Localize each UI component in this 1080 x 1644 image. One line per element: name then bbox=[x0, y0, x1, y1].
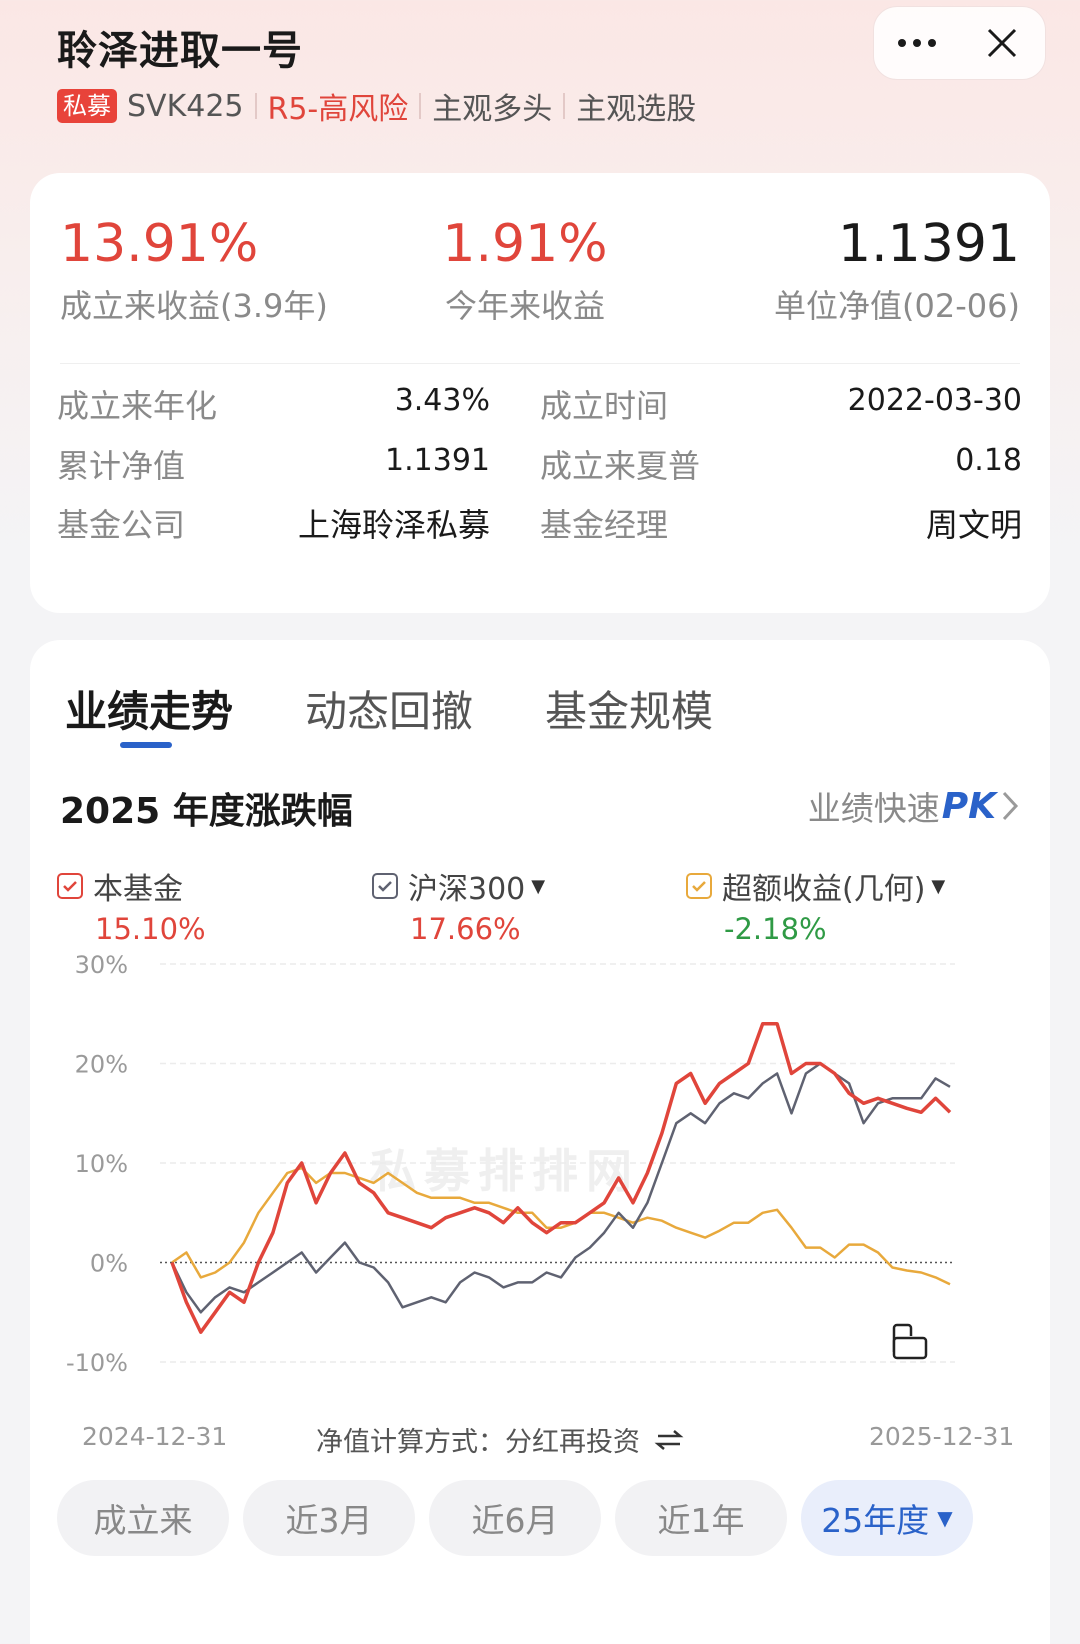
mini-program-capsule bbox=[873, 6, 1046, 80]
y-tick-label: 20% bbox=[75, 1051, 128, 1079]
company-link[interactable]: 上海聆泽私募 bbox=[297, 506, 490, 544]
legend-label: 超额收益(几何) bbox=[722, 872, 926, 907]
pk-text: PK bbox=[941, 785, 996, 827]
tag-divider bbox=[563, 93, 566, 119]
legend-value: -2.18% bbox=[724, 912, 827, 946]
summary-card: 13.91% 成立来收益(3.9年) 1.91% 今年来收益 1.1391 单位… bbox=[30, 173, 1050, 613]
y-tick-label: 0% bbox=[90, 1250, 128, 1278]
period-selector: 成立来 近3月 近6月 近1年 25年度 ▼ bbox=[57, 1480, 973, 1556]
nav-stat: 1.1391 单位净值(02-06) bbox=[774, 211, 1020, 327]
legend-label: 本基金 bbox=[93, 872, 183, 907]
tab-fund-size[interactable]: 基金规模 bbox=[545, 687, 714, 736]
checkbox-icon bbox=[372, 873, 398, 899]
company-label: 基金公司 bbox=[57, 506, 186, 544]
strategy-tag: 主观选股 bbox=[576, 92, 697, 127]
period-2025[interactable]: 25年度 ▼ bbox=[801, 1480, 973, 1556]
private-badge: 私募 bbox=[57, 89, 117, 123]
x-axis-end: 2025-12-31 bbox=[869, 1422, 1015, 1451]
caret-down-icon: ▼ bbox=[931, 875, 946, 897]
x-axis-start: 2024-12-31 bbox=[82, 1422, 228, 1451]
period-1y[interactable]: 近1年 bbox=[615, 1480, 787, 1556]
period-3m[interactable]: 近3月 bbox=[243, 1480, 415, 1556]
ytd-stat: 1.91% 今年来收益 bbox=[435, 211, 615, 327]
caret-down-icon: ▼ bbox=[531, 875, 546, 897]
section-title: 2025 年度涨跌幅 bbox=[60, 791, 353, 832]
ytd-value: 1.91% bbox=[442, 214, 608, 274]
sharpe-value: 0.18 bbox=[955, 443, 1022, 478]
cumulative-nav-value: 1.1391 bbox=[385, 443, 490, 478]
chart-tabs: 业绩走势 动态回撤 基金规模 bbox=[65, 678, 785, 739]
series-line-excess bbox=[171, 1166, 951, 1286]
annualized-label: 成立来年化 bbox=[57, 387, 218, 425]
more-dots-icon bbox=[897, 39, 936, 47]
tab-drawdown[interactable]: 动态回撤 bbox=[305, 687, 474, 736]
annualized-value: 3.43% bbox=[394, 383, 490, 418]
performance-card: 业绩走势 动态回撤 基金规模 2025 年度涨跌幅 业绩快速 PK 本基金 15… bbox=[30, 640, 1050, 1644]
legend-benchmark[interactable]: 沪深300 ▼ 17.66% bbox=[372, 864, 545, 946]
manager-label: 基金经理 bbox=[540, 506, 669, 544]
nav-method-label: 净值计算方式： bbox=[316, 1427, 505, 1458]
watermark: 私募排排网 bbox=[370, 1144, 640, 1198]
pk-prefix: 业绩快速 bbox=[807, 789, 940, 828]
legend-excess[interactable]: 超额收益(几何) ▼ -2.18% bbox=[686, 864, 945, 946]
more-button[interactable] bbox=[887, 13, 947, 73]
swap-icon bbox=[654, 1429, 684, 1450]
active-tab-indicator bbox=[120, 742, 172, 748]
series-line-fund bbox=[170, 1021, 952, 1334]
tab-performance[interactable]: 业绩走势 bbox=[65, 687, 234, 736]
period-since-inception[interactable]: 成立来 bbox=[57, 1480, 229, 1556]
ytd-label: 今年来收益 bbox=[444, 287, 605, 325]
quick-pk-link[interactable]: 业绩快速 PK bbox=[808, 782, 1020, 830]
tag-divider bbox=[419, 93, 422, 119]
cumulative-nav-label: 累计净值 bbox=[57, 447, 186, 485]
sharpe-label: 成立来夏普 bbox=[540, 447, 701, 485]
since-inception-stat: 13.91% 成立来收益(3.9年) bbox=[60, 211, 328, 327]
performance-chart[interactable]: 30% 20% 10% 0% -10% bbox=[0, 0, 1080, 1460]
y-tick-label: -10% bbox=[66, 1349, 128, 1377]
fund-tags: 私募 SVK425 R5-高风险 主观多头 主观选股 bbox=[57, 84, 696, 128]
period-label: 25年度 bbox=[821, 1501, 930, 1540]
series-line-benchmark bbox=[170, 1062, 951, 1314]
nav-label: 单位净值(02-06) bbox=[774, 287, 1020, 325]
inception-date-value: 2022-03-30 bbox=[847, 383, 1022, 418]
y-tick-label: 30% bbox=[75, 951, 128, 979]
period-6m[interactable]: 近6月 bbox=[429, 1480, 601, 1556]
y-tick-label: 10% bbox=[75, 1150, 128, 1178]
checkbox-icon bbox=[57, 873, 83, 899]
strategy-tag: 主观多头 bbox=[432, 92, 553, 127]
risk-level: R5-高风险 bbox=[267, 92, 409, 127]
manager-link[interactable]: 周文明 bbox=[925, 506, 1022, 544]
nav-method-value: 分红再投资 bbox=[505, 1427, 640, 1458]
checkbox-icon bbox=[686, 873, 712, 899]
nav-method[interactable]: 净值计算方式： 分红再投资 bbox=[316, 1420, 684, 1459]
close-button[interactable] bbox=[972, 13, 1032, 73]
close-icon bbox=[988, 28, 1017, 58]
inception-date-label: 成立时间 bbox=[540, 387, 669, 425]
legend-value: 15.10% bbox=[95, 912, 206, 946]
fund-title: 聆泽进取一号 bbox=[57, 28, 303, 74]
summary-divider bbox=[60, 363, 1020, 364]
caret-down-icon: ▼ bbox=[937, 1506, 953, 1530]
chevron-right-icon bbox=[1002, 791, 1019, 821]
tag-divider bbox=[254, 93, 257, 119]
legend-fund[interactable]: 本基金 15.10% bbox=[57, 864, 206, 946]
legend-label: 沪深300 bbox=[408, 872, 526, 907]
fund-code: SVK425 bbox=[127, 88, 244, 124]
since-inception-value: 13.91% bbox=[60, 214, 259, 274]
nav-value: 1.1391 bbox=[838, 214, 1020, 274]
fullscreen-icon[interactable] bbox=[892, 1323, 928, 1360]
since-inception-label: 成立来收益(3.9年) bbox=[60, 287, 328, 325]
legend-value: 17.66% bbox=[410, 912, 521, 946]
